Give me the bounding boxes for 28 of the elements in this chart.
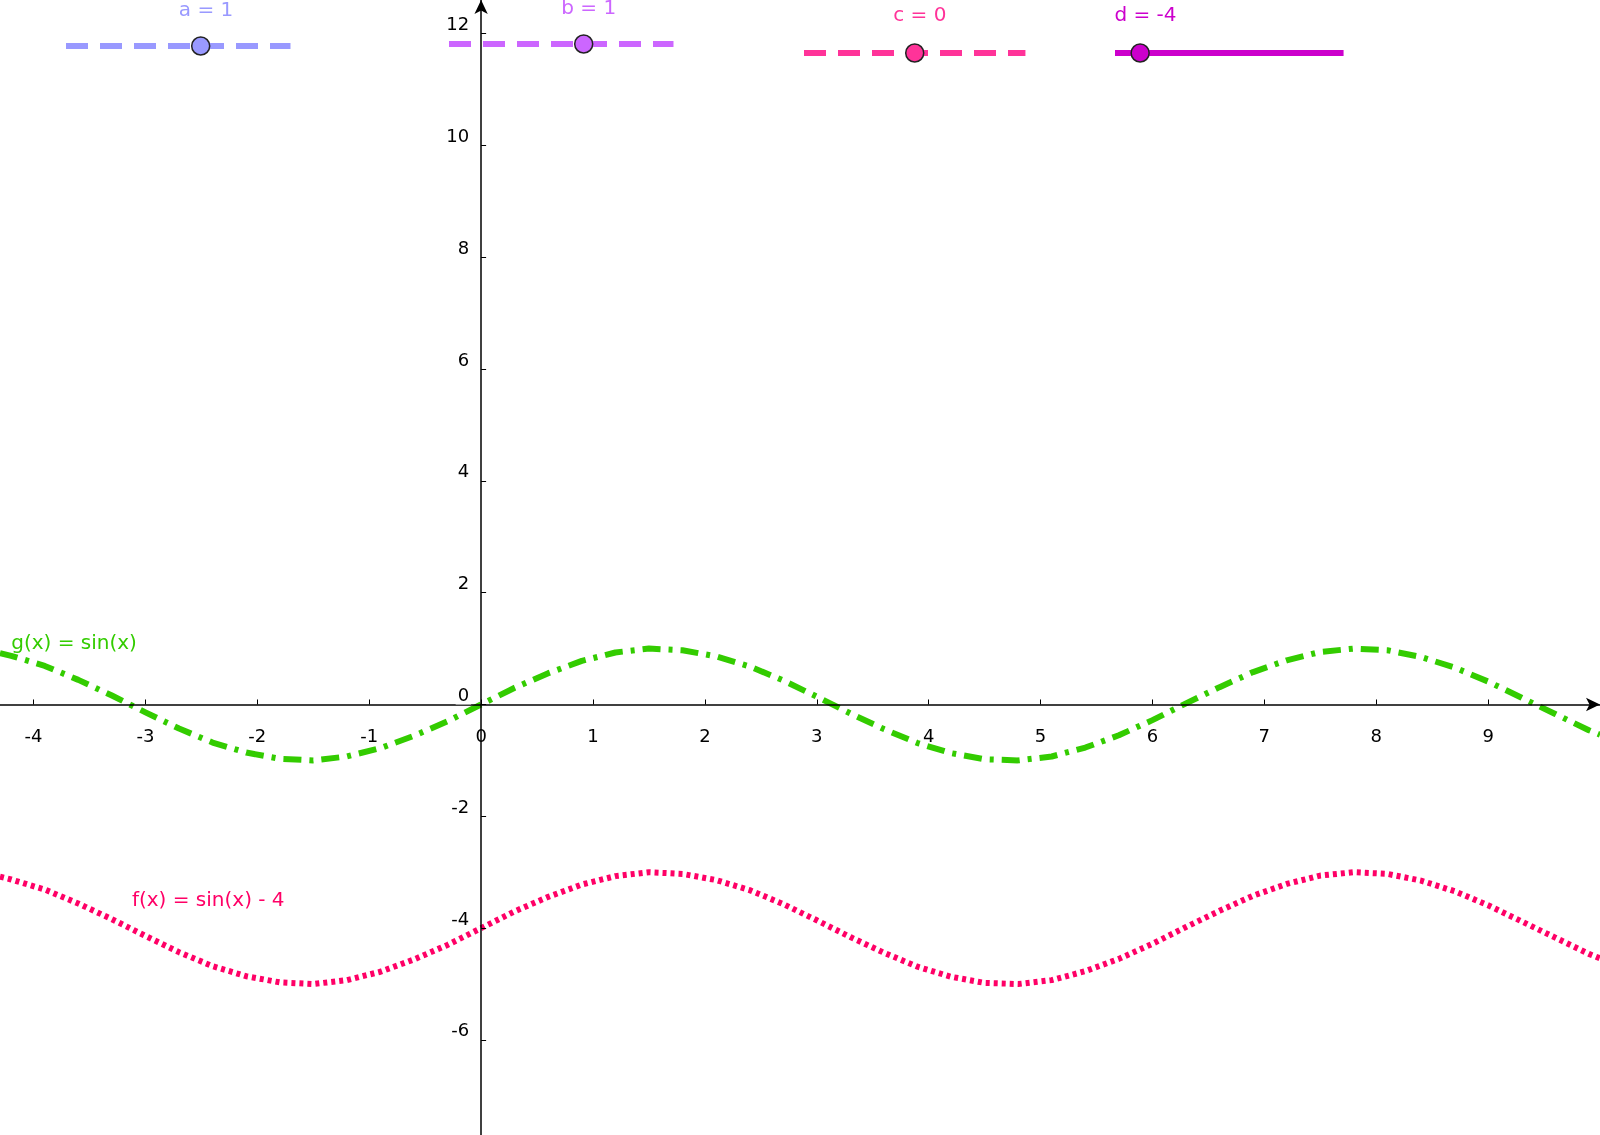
y-tick-label: -6 — [451, 1019, 470, 1041]
x-tick-label: 9 — [1482, 724, 1494, 746]
annotation: c = 0 — [892, 2, 948, 27]
y-tick-label: 2 — [457, 572, 470, 594]
x-tick-label: 1 — [587, 724, 599, 746]
x-tick-label: 5 — [1034, 724, 1047, 746]
x-tick-label: 7 — [1258, 724, 1271, 746]
x-tick-label: 4 — [922, 724, 935, 746]
x-tick-label: -1 — [360, 724, 379, 746]
x-tick-label: 3 — [811, 724, 823, 746]
annotation: d = -4 — [1113, 2, 1178, 27]
y-tick-label: 12 — [446, 13, 470, 35]
y-tick-label: 4 — [457, 460, 470, 482]
annotation: a = 1 — [177, 0, 235, 22]
x-tick-label: -3 — [136, 724, 155, 746]
x-tick-label: 6 — [1146, 724, 1159, 746]
y-tick-label: 0 — [457, 683, 470, 705]
x-tick-label: 8 — [1370, 724, 1382, 746]
y-tick-label: 10 — [446, 124, 470, 146]
series-label: f(x) = sin(x) - 4 — [131, 887, 285, 912]
y-tick-label: -2 — [451, 795, 470, 817]
y-tick-label: -4 — [451, 907, 470, 929]
y-tick-label: 8 — [457, 236, 470, 258]
x-tick-label: 2 — [699, 724, 711, 746]
x-tick-label: -2 — [248, 724, 267, 746]
x-tick-label: -4 — [24, 724, 43, 746]
y-tick-label: 6 — [457, 348, 470, 370]
series-label: g(x) = sin(x) — [11, 629, 137, 654]
